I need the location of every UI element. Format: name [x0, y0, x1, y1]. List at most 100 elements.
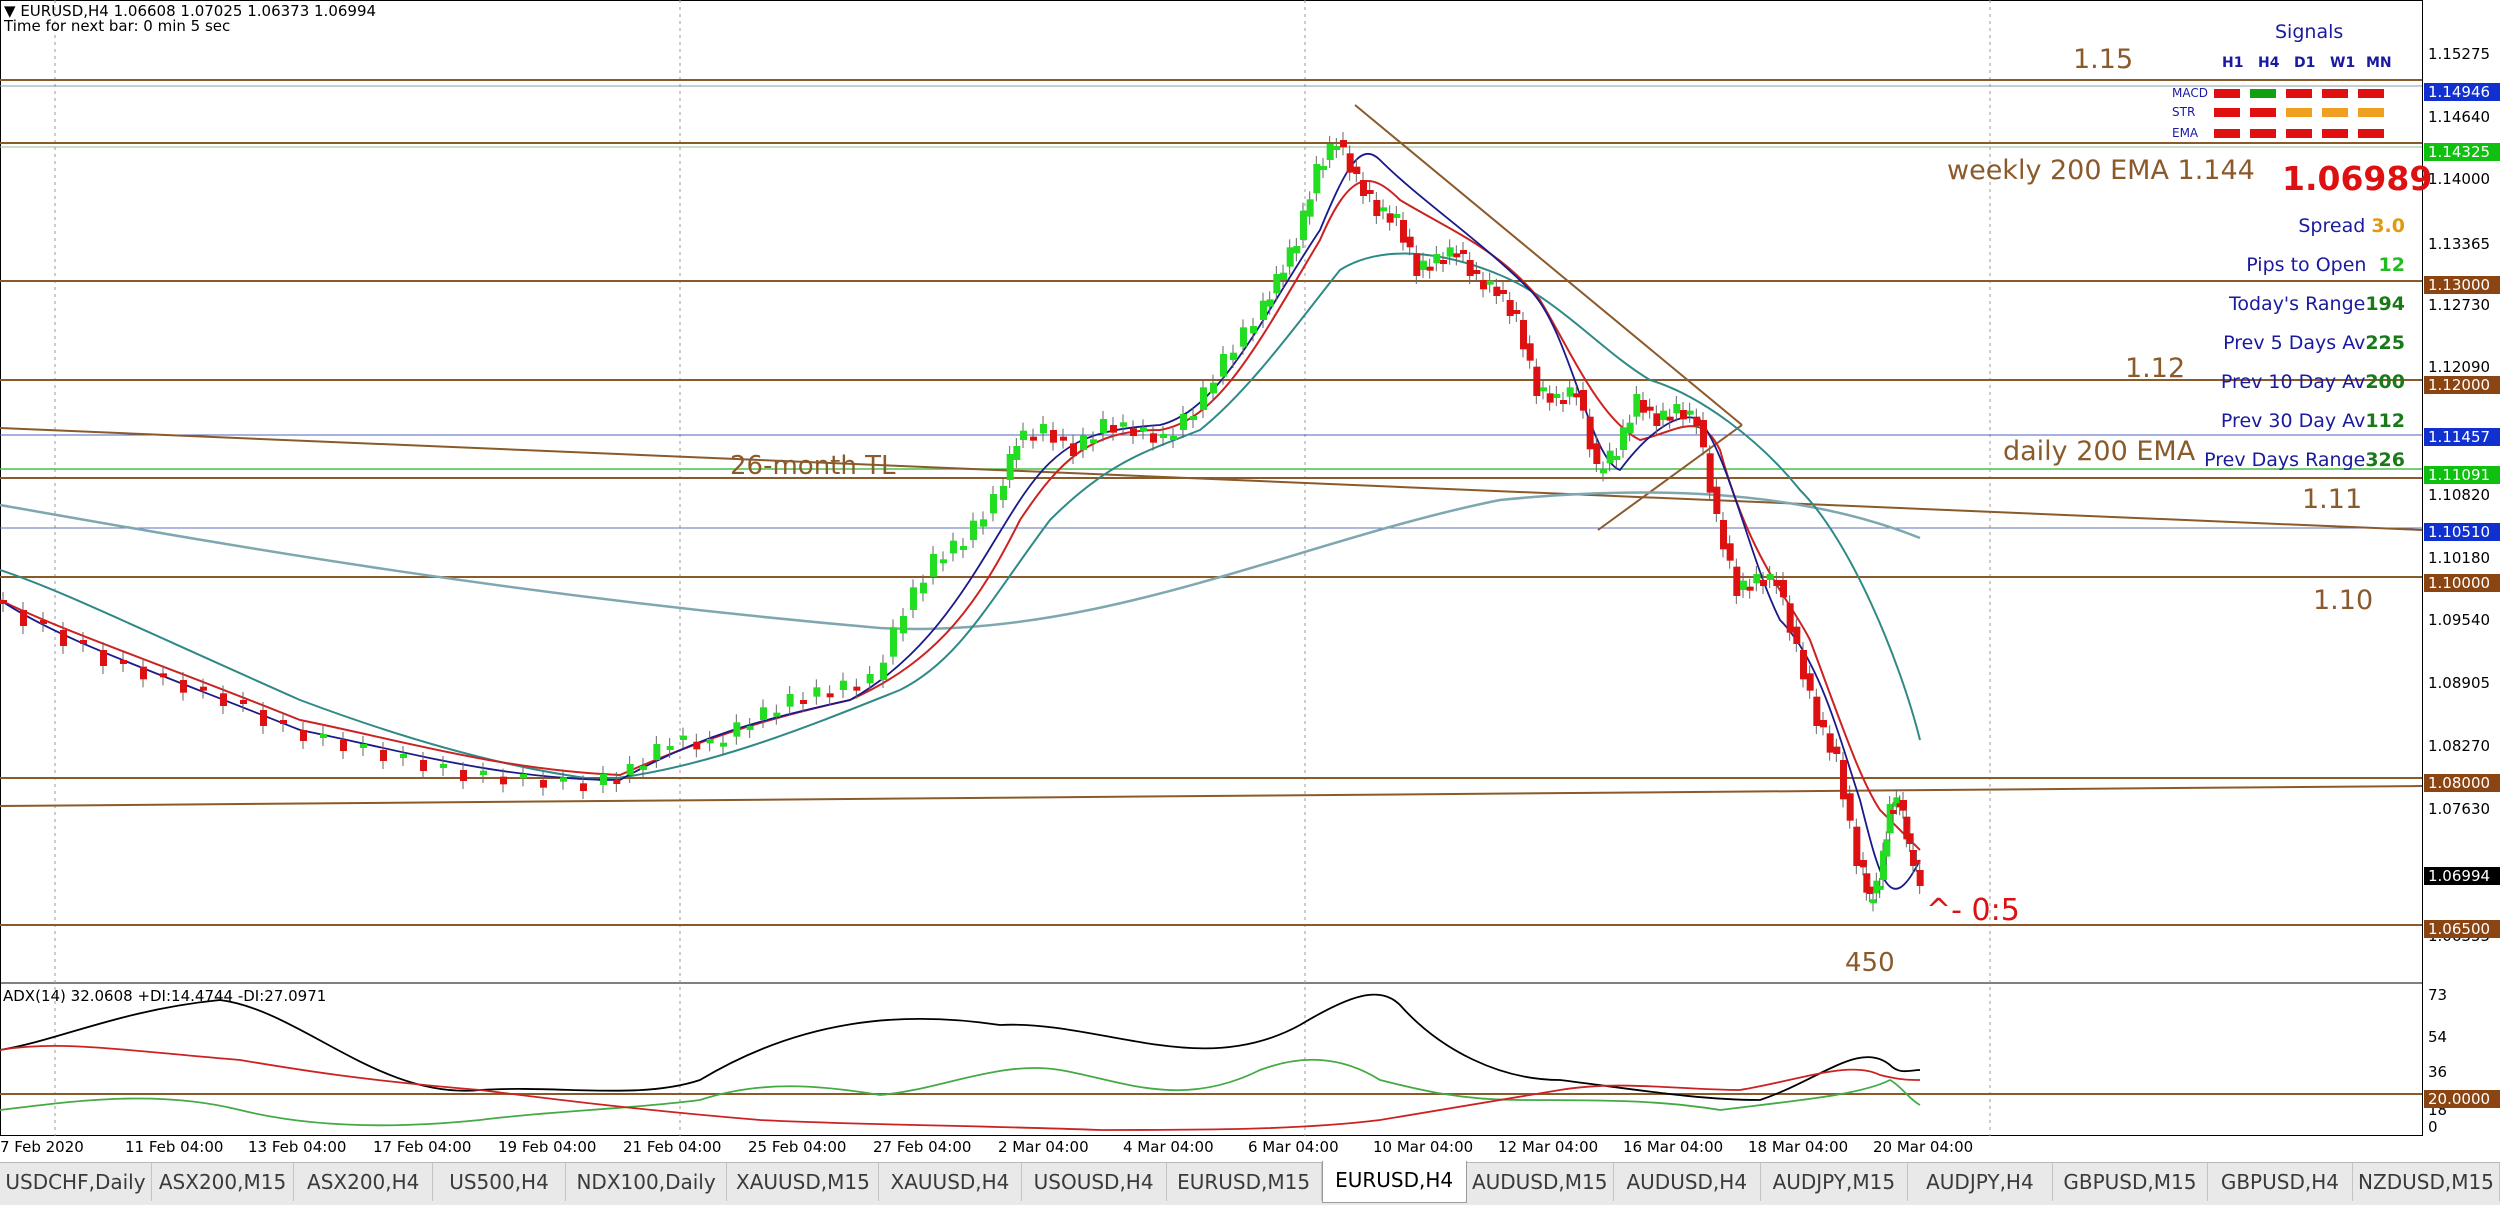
price-tick-label: 1.13365 — [2428, 235, 2491, 253]
candle-body — [626, 764, 634, 775]
prev5-value: 225 — [2365, 332, 2405, 354]
candle-body — [360, 744, 367, 748]
time-tick-label: 17 Feb 04:00 — [373, 1138, 472, 1156]
candle-body — [1250, 326, 1257, 334]
candle-body — [1620, 427, 1627, 450]
candle-body — [910, 587, 917, 610]
candle-body — [1060, 436, 1067, 441]
tab-nzdusd-m15[interactable]: NZDUSD,M15 — [2353, 1163, 2500, 1201]
candle-body — [600, 774, 607, 785]
candle-body — [760, 707, 767, 720]
candle-body — [1890, 810, 1897, 814]
candle-body — [1313, 164, 1321, 194]
candle-body — [1110, 425, 1117, 433]
candle-body — [140, 666, 147, 680]
trendline-label: 26-month TL — [730, 451, 896, 481]
candle-body — [1080, 435, 1087, 450]
support-trendline — [0, 785, 2423, 807]
candle-body — [1833, 746, 1841, 754]
candle-body — [773, 712, 781, 717]
tab-asx200-m15[interactable]: ASX200,M15 — [152, 1163, 295, 1201]
price-level-badge: 1.10000 — [2424, 574, 2500, 592]
candle-body — [826, 693, 834, 698]
candle-body — [1900, 800, 1907, 811]
tab-audjpy-m15[interactable]: AUDJPY,M15 — [1761, 1163, 1908, 1201]
dropdown-arrow-icon[interactable]: ▼ — [4, 2, 16, 20]
candle-body — [1020, 430, 1027, 440]
candle-body — [1220, 354, 1227, 377]
candle-body — [1070, 443, 1077, 456]
candle-body — [520, 774, 527, 779]
symbol-tab-bar: USDCHF,Daily ASX200,M15 ASX200,H4 US500,H4 N… — [0, 1161, 2500, 1205]
tab-audusd-h4[interactable]: AUDUSD,H4 — [1614, 1163, 1761, 1201]
candle-body — [950, 540, 957, 554]
candle-body — [1286, 247, 1294, 267]
tab-audusd-m15[interactable]: AUDUSD,M15 — [1467, 1163, 1614, 1201]
candle-body — [613, 780, 621, 784]
tab-gbpusd-m15[interactable]: GBPUSD,M15 — [2053, 1163, 2208, 1201]
candle-body — [1706, 453, 1714, 493]
adx-tick-label: 0 — [2428, 1118, 2438, 1136]
candle-body — [1030, 436, 1037, 441]
tab-eurusd-m15[interactable]: EURUSD,M15 — [1167, 1163, 1322, 1201]
candle-body — [1506, 300, 1514, 316]
tab-xauusd-h4[interactable]: XAUUSD,H4 — [879, 1163, 1022, 1201]
signal-timeframe-label: MN — [2366, 55, 2392, 71]
tab-ndx100-daily[interactable]: NDX100,Daily — [566, 1163, 728, 1201]
chart-area[interactable]: H1 H4 D1 W1 MN MACD STR EMA ▼ EURUSD,H4 1.06608… — [0, 0, 2500, 1168]
daily-ema-label: daily 200 EMA — [2003, 436, 2196, 467]
candle-body — [1386, 213, 1394, 223]
candle-body — [1910, 850, 1917, 866]
price-level-badge: 1.06500 — [2424, 920, 2500, 938]
tab-usdchf-daily[interactable]: USDCHF,Daily — [0, 1163, 152, 1201]
tab-asx200-h4[interactable]: ASX200,H4 — [294, 1163, 434, 1201]
candle-body — [60, 630, 67, 646]
candle-body — [1906, 833, 1914, 844]
candle-body — [1553, 394, 1561, 398]
candle-body — [1633, 394, 1641, 417]
adx-tick-label: 54 — [2428, 1028, 2448, 1046]
candle-body — [1866, 886, 1874, 894]
candle-body — [1846, 793, 1854, 821]
slow-ma-line — [0, 252, 1921, 782]
tab-audjpy-h4[interactable]: AUDJPY,H4 — [1908, 1163, 2053, 1201]
time-tick-label: 20 Mar 04:00 — [1873, 1138, 1974, 1156]
price-level-badge: 1.14325 — [2424, 143, 2500, 161]
weekly-ema-label: weekly 200 EMA 1.144 — [1947, 155, 2255, 186]
tab-usousd-h4[interactable]: USOUSD,H4 — [1022, 1163, 1167, 1201]
time-tick-label: 12 Mar 04:00 — [1498, 1138, 1599, 1156]
today-range-label: Today's Range — [2228, 293, 2366, 315]
prev5-label: Prev 5 Days Av — [2223, 332, 2366, 354]
candle-body — [840, 680, 847, 690]
candle-body — [340, 740, 347, 751]
tab-gbpusd-h4[interactable]: GBPUSD,H4 — [2208, 1163, 2353, 1201]
price-tick-label: 1.07630 — [2428, 800, 2491, 818]
candle-body — [1686, 410, 1694, 415]
candle-body — [1480, 280, 1487, 290]
candle-body — [1666, 416, 1674, 421]
tab-xauusd-m15[interactable]: XAUUSD,M15 — [727, 1163, 880, 1201]
signal-row-label: STR — [2172, 105, 2195, 119]
candle-body — [1766, 574, 1774, 580]
candle-body — [1140, 427, 1147, 432]
today-range-value: 194 — [2365, 293, 2405, 315]
tab-us500-h4[interactable]: US500,H4 — [433, 1163, 566, 1201]
signal-indicator — [2358, 89, 2384, 98]
candle-body — [1210, 382, 1217, 394]
prevdays-row: Prev Days Range326 — [2204, 449, 2405, 471]
candle-body — [500, 776, 507, 785]
tab-eurusd-h4[interactable]: EURUSD,H4 — [1321, 1161, 1467, 1203]
price-chart[interactable]: H1 H4 D1 W1 MN MACD STR EMA — [0, 0, 2500, 1168]
candle-body — [1460, 250, 1467, 254]
signal-row-label: EMA — [2172, 126, 2199, 140]
candle-body — [1520, 320, 1527, 350]
candle-body — [1500, 290, 1507, 294]
26-month-trendline — [0, 427, 2423, 531]
signal-timeframe-label: D1 — [2294, 55, 2315, 71]
time-tick-label: 16 Mar 04:00 — [1623, 1138, 1724, 1156]
horizontal-levels[interactable] — [0, 79, 2423, 926]
candle-body — [960, 546, 967, 550]
candle-body — [1786, 603, 1794, 633]
candle-body — [1916, 870, 1924, 886]
candle-body — [746, 726, 754, 730]
